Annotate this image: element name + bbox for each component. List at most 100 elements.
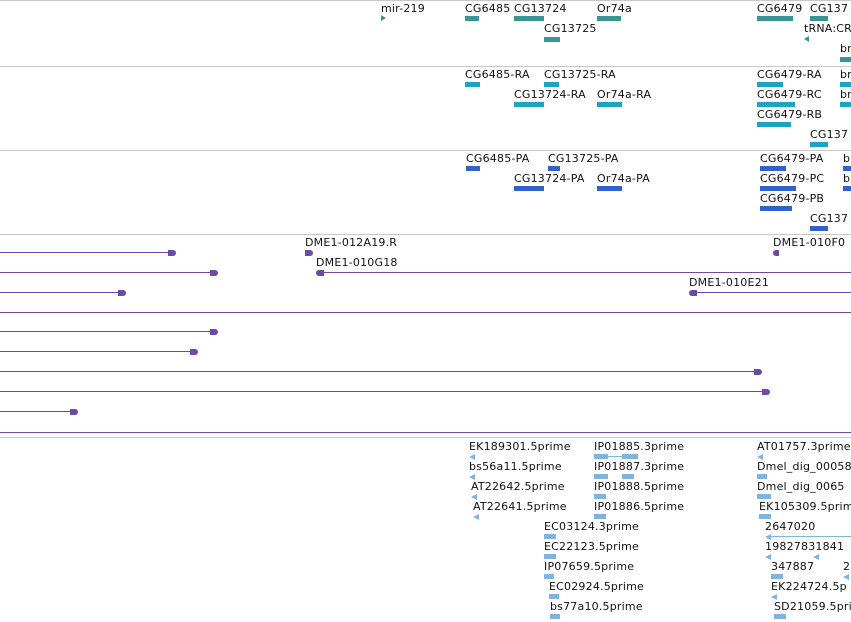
clone-row-9[interactable] [0,409,82,415]
est-glyph [765,534,771,540]
transcript-glyph [810,142,828,147]
track-divider-clones [0,234,851,235]
est-glyph [549,594,559,599]
clone-end-marker [689,290,697,296]
clone-line [0,272,212,273]
est-glyph [594,494,606,499]
clone-line [0,411,72,412]
est-glyph [594,514,606,519]
protein-glyph [843,186,851,191]
protein-glyph [597,186,622,191]
est-glyph [471,494,477,500]
est-glyph [622,454,638,459]
est-glyph [544,534,556,539]
est-glyph [765,554,771,560]
est-label: EK105309.5prime [759,500,851,513]
est-label: IP01886.5prime [594,500,685,513]
est-label: AT22641.5prime [473,500,567,513]
est-glyph [757,454,763,460]
est-glyph [622,474,634,479]
clone-line [0,252,170,253]
est-glyph [757,494,771,499]
gene-glyph [757,16,793,21]
transcript-label: CG137 [810,128,849,141]
protein-label: CG6479-PB [760,192,825,205]
clone-end-marker [316,270,324,276]
gene-label: mir-219 [381,2,425,15]
transcript-glyph [840,102,851,107]
gene-label: tRNA:CR [804,22,851,35]
clone-end-marker [773,250,779,256]
est-label: EC22123.5prime [544,540,639,553]
est-label: EC02924.5prime [549,580,644,593]
clone-row-10[interactable] [0,431,851,435]
est-glyph [594,454,608,459]
clone-end-marker [210,329,218,335]
transcript-glyph [514,102,544,107]
clone-end-marker [190,349,198,355]
protein-glyph [548,166,560,171]
est-glyph [544,554,556,559]
transcript-label: CG6485-RA [465,68,530,81]
est-glyph [469,474,475,480]
est-glyph [771,594,777,600]
est-label: Dmel_dig_0065 [757,480,845,493]
est-label: 2 [843,560,851,573]
est-glyph [771,574,783,579]
clone-line [0,312,851,313]
clone-row-4[interactable] [0,310,851,316]
transcript-glyph [840,82,851,87]
est-label: 2647020 [765,520,816,533]
est-label: IP07659.5prime [544,560,635,573]
clone-end-marker [210,270,218,276]
clone-end-marker [70,409,78,415]
est-label: EC03124.3prime [544,520,639,533]
clone-feature-dme1-010g18[interactable]: DME1-010G18 [316,256,851,276]
transcript-label: CG6479-RC [757,88,822,101]
clone-line [697,292,851,293]
clone-line [0,351,192,352]
clone-row-7[interactable] [0,369,766,375]
clone-line [0,371,756,372]
clone-end-marker [168,250,176,256]
clone-end-marker [118,290,126,296]
transcript-glyph [757,102,795,107]
clone-row-1[interactable] [0,250,180,256]
protein-label: CG13724-PA [514,172,585,185]
track-divider-transcripts [0,66,851,67]
transcript-label: CG6479-RA [757,68,822,81]
clone-label: DME1-010G18 [316,256,398,269]
protein-glyph [810,226,828,231]
protein-glyph [760,186,796,191]
clone-row-8[interactable] [0,389,774,395]
clone-row-2[interactable] [0,270,222,276]
clone-line [324,272,851,273]
gene-label: CG6485 [465,2,511,15]
clone-row-6[interactable] [0,349,202,355]
transcript-glyph [757,122,791,127]
protein-glyph [760,166,786,171]
protein-label: Or74a-PA [597,172,650,185]
clone-row-3[interactable] [0,290,130,296]
gene-label: CG137 [810,2,849,15]
est-glyph [813,554,819,560]
transcript-glyph [757,82,783,87]
clone-feature-dme1-010e21[interactable]: DME1-010E21 [689,276,851,296]
gene-label: CG13725 [544,22,597,35]
clone-row-5[interactable] [0,329,222,335]
protein-label: CG6479-PA [760,152,824,165]
est-glyph [774,614,786,619]
est-label: Dmel_dig_00058 [757,460,851,473]
est-label: IP01887.3prime [594,460,685,473]
transcript-glyph [544,82,559,87]
protein-label: b [843,152,851,165]
est-label: bs77a10.5prime [550,600,643,613]
transcript-label: CG6479-RB [757,108,823,121]
protein-label: CG13725-PA [548,152,619,165]
protein-glyph [760,206,792,211]
transcript-label: CG13725-RA [544,68,616,81]
est-glyph [550,614,560,619]
clone-end-marker [305,250,313,256]
transcript-label: CG13724-RA [514,88,586,101]
transcript-label: Or74a-RA [597,88,652,101]
